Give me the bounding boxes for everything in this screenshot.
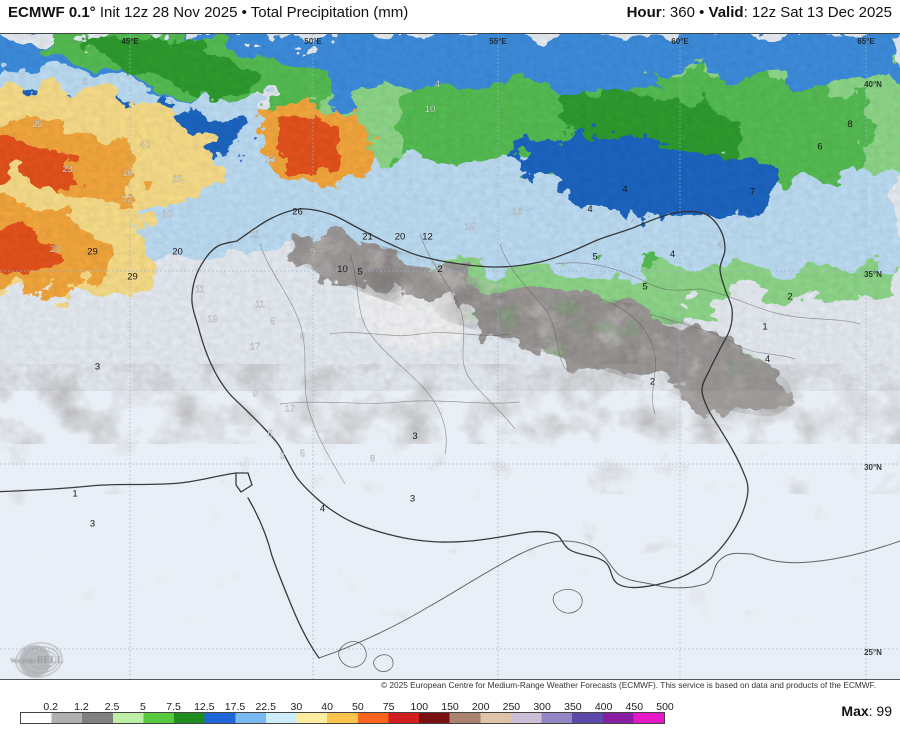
svg-text:4: 4 — [435, 79, 440, 90]
svg-text:12: 12 — [422, 232, 433, 243]
svg-text:5: 5 — [642, 282, 647, 293]
svg-text:4: 4 — [622, 184, 627, 195]
svg-text:26: 26 — [292, 207, 303, 218]
svg-text:6: 6 — [82, 77, 87, 88]
svg-text:45°E: 45°E — [121, 37, 139, 46]
svg-text:11: 11 — [250, 229, 260, 240]
svg-text:12: 12 — [122, 194, 133, 205]
svg-text:3: 3 — [95, 362, 100, 373]
svg-text:25°N: 25°N — [864, 648, 882, 657]
svg-text:8: 8 — [847, 119, 852, 130]
svg-text:9: 9 — [252, 389, 257, 400]
svg-text:4: 4 — [670, 249, 675, 260]
svg-text:29: 29 — [87, 247, 98, 258]
svg-text:5: 5 — [357, 267, 362, 278]
svg-text:65°E: 65°E — [857, 37, 875, 46]
svg-text:15: 15 — [465, 222, 476, 233]
svg-text:30°N: 30°N — [864, 463, 882, 472]
svg-text:50°E: 50°E — [304, 37, 322, 46]
svg-text:29: 29 — [127, 272, 138, 283]
svg-text:40°N: 40°N — [864, 80, 882, 89]
svg-text:Analytics LLC: Analytics LLC — [37, 665, 52, 668]
svg-text:4: 4 — [320, 504, 325, 515]
svg-text:25: 25 — [32, 119, 43, 130]
svg-text:16: 16 — [512, 207, 523, 218]
svg-text:11: 11 — [255, 299, 265, 310]
svg-text:10: 10 — [162, 209, 173, 220]
svg-text:5: 5 — [300, 449, 305, 460]
svg-text:16: 16 — [122, 168, 133, 179]
svg-text:1: 1 — [72, 489, 77, 500]
svg-text:10: 10 — [337, 264, 348, 275]
svg-text:41: 41 — [140, 139, 151, 150]
svg-text:6: 6 — [817, 142, 822, 153]
svg-text:1: 1 — [762, 322, 767, 333]
svg-text:4: 4 — [765, 354, 770, 365]
svg-text:5: 5 — [592, 252, 597, 263]
svg-text:2: 2 — [787, 292, 792, 303]
svg-text:19: 19 — [207, 314, 218, 325]
svg-text:17: 17 — [285, 404, 296, 415]
svg-text:4: 4 — [587, 204, 592, 215]
svg-text:17: 17 — [250, 342, 261, 353]
svg-text:11: 11 — [195, 284, 205, 295]
svg-text:21: 21 — [362, 232, 373, 243]
svg-text:6: 6 — [300, 332, 305, 343]
svg-text:8: 8 — [370, 454, 375, 465]
svg-text:3: 3 — [410, 494, 415, 505]
svg-text:20: 20 — [172, 247, 183, 258]
svg-text:9: 9 — [310, 247, 315, 258]
svg-text:10: 10 — [425, 104, 436, 115]
svg-text:23: 23 — [265, 154, 276, 165]
svg-text:5: 5 — [270, 317, 275, 328]
svg-text:3: 3 — [412, 431, 417, 442]
svg-text:6: 6 — [267, 429, 272, 440]
svg-text:23: 23 — [50, 244, 61, 255]
svg-text:4: 4 — [717, 239, 722, 250]
svg-text:20: 20 — [395, 232, 406, 243]
svg-text:2: 2 — [437, 264, 442, 275]
svg-text:55°E: 55°E — [489, 37, 507, 46]
svg-text:2: 2 — [650, 377, 655, 388]
svg-text:60°E: 60°E — [671, 37, 689, 46]
svg-text:23: 23 — [172, 174, 183, 185]
svg-text:23: 23 — [62, 164, 73, 175]
svg-text:3: 3 — [280, 451, 285, 462]
svg-text:35°N: 35°N — [864, 270, 882, 279]
svg-text:3: 3 — [90, 519, 95, 530]
svg-text:7: 7 — [750, 187, 755, 198]
